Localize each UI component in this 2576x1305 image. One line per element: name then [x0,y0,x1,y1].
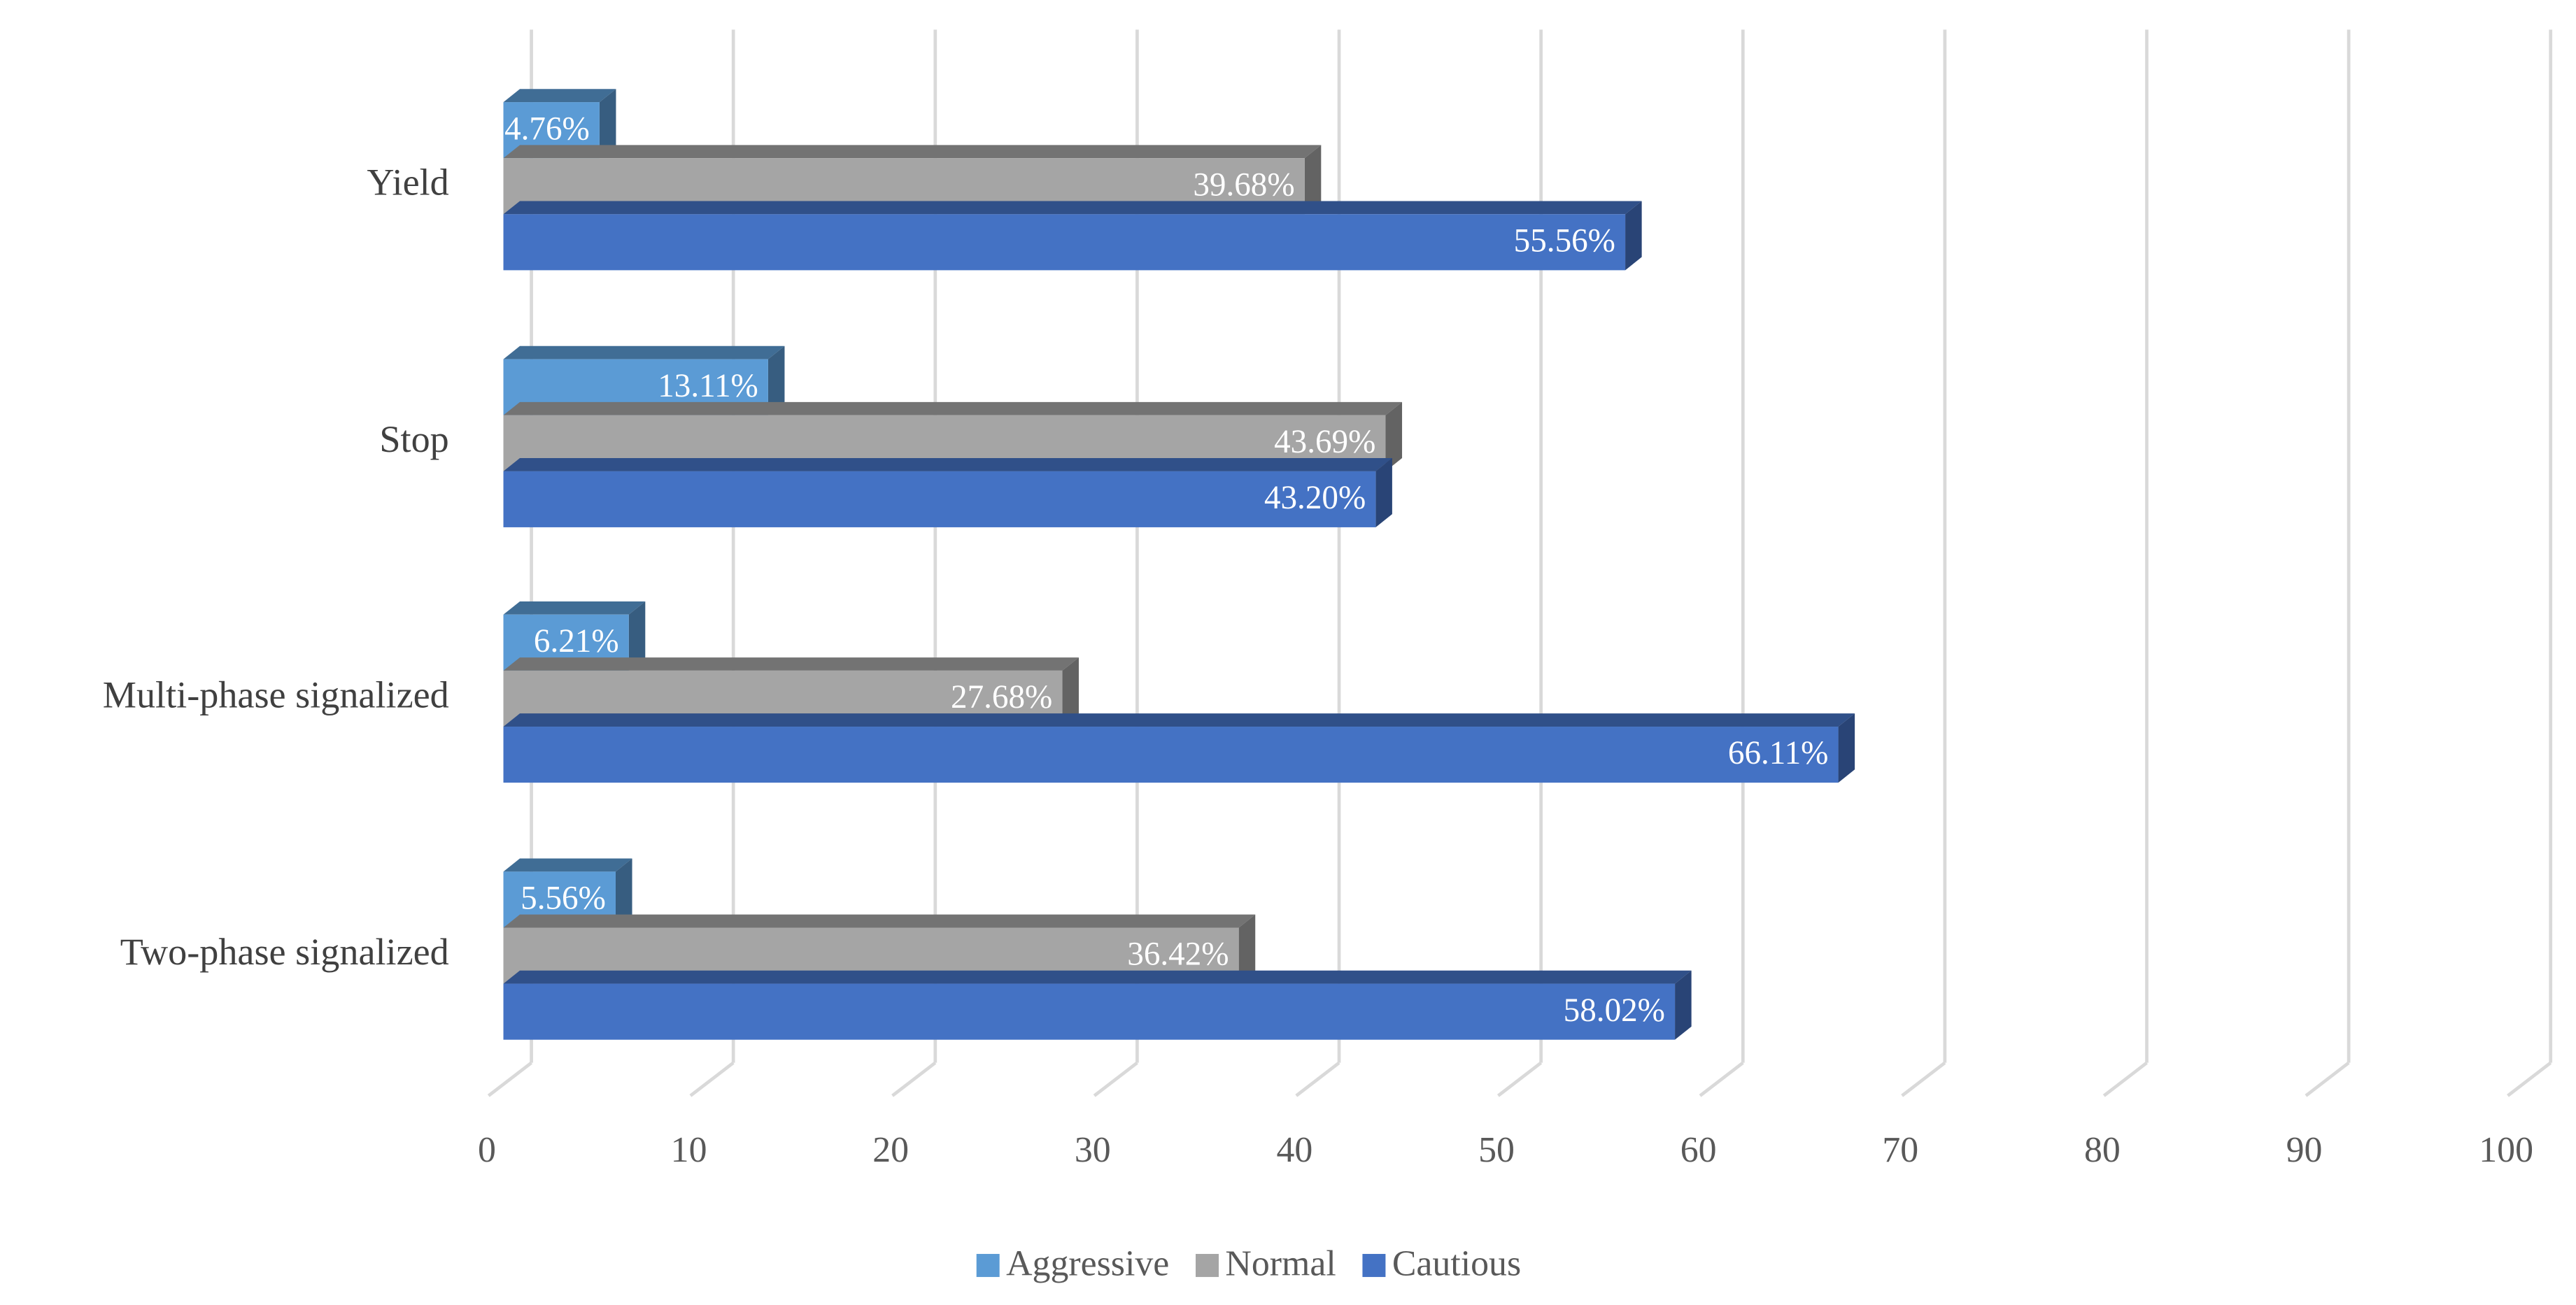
bar-top [503,858,632,872]
x-tick-label: 20 [872,1130,909,1170]
bar-top [503,201,1642,215]
bar-side [1062,657,1079,727]
data-label: 36.42% [1127,936,1229,973]
data-label: 55.56% [1514,223,1615,259]
bar-top [503,970,1692,984]
legend-swatch [1195,1253,1219,1277]
x-tick-label: 80 [2084,1130,2121,1170]
data-label: 58.02% [1564,992,1665,1029]
bar-side [1375,457,1392,527]
bar-side [599,89,616,159]
data-label: 4.76% [504,110,590,147]
bar [503,983,1676,1040]
bar-side [615,858,632,928]
grid-line [2305,1061,2350,1097]
x-tick-label: 0 [478,1130,496,1170]
bar-side [1675,970,1692,1040]
x-tick-label: 90 [2286,1130,2323,1170]
bar-top [503,914,1256,928]
legend-label: Aggressive [1006,1244,1169,1284]
bar-side [1304,145,1322,215]
x-tick-label: 70 [1882,1130,1918,1170]
legend-label: Normal [1225,1244,1336,1284]
data-label: 27.68% [951,679,1052,715]
bar-top [503,145,1322,159]
legend-label: Cautious [1392,1244,1521,1284]
grid-line [1699,1061,1744,1097]
grid-line [2507,1061,2552,1097]
grid-line [891,1061,937,1097]
category-label: Stop [379,418,448,460]
legend-swatch [1362,1253,1386,1277]
legend-swatch [976,1253,1000,1277]
x-tick-label: 10 [671,1130,707,1170]
bar-top [503,457,1392,471]
x-tick-label: 50 [1478,1130,1515,1170]
data-label: 5.56% [521,880,606,917]
data-label: 6.21% [534,623,619,659]
grid-line [2102,1061,2148,1097]
x-tick-label: 100 [2479,1130,2533,1170]
data-label: 43.20% [1264,480,1366,516]
grid-line [1496,1061,1543,1097]
bar-top [503,601,646,615]
bar [503,214,1626,271]
x-tick-label: 40 [1277,1130,1313,1170]
x-tick-label: 30 [1075,1130,1111,1170]
bar-side [1838,713,1855,783]
grid-line [1295,1061,1340,1097]
bar-side [1238,914,1256,984]
bar [503,471,1376,527]
grid-line [487,1061,533,1097]
category-label: Yield [367,162,448,204]
bar-side [1625,201,1642,271]
x-tick-label: 60 [1680,1130,1717,1170]
bar-top [503,657,1079,671]
bar [503,727,1839,783]
data-label: 66.11% [1728,735,1829,771]
data-label: 39.68% [1193,166,1294,203]
grid-line [1093,1061,1138,1097]
bar-top [503,89,616,103]
bar-side [767,345,785,415]
bar-side [1385,401,1403,471]
data-label: 13.11% [658,368,758,404]
data-label: 43.69% [1274,424,1375,460]
category-label: Two-phase signalized [120,931,449,973]
bar-side [628,601,646,671]
grid-line [689,1061,735,1097]
bar-top [503,713,1855,727]
bar-top [503,345,785,359]
bar-top [503,401,1403,415]
category-label: Multi-phase signalized [103,673,449,715]
grid-line [1901,1061,1946,1097]
